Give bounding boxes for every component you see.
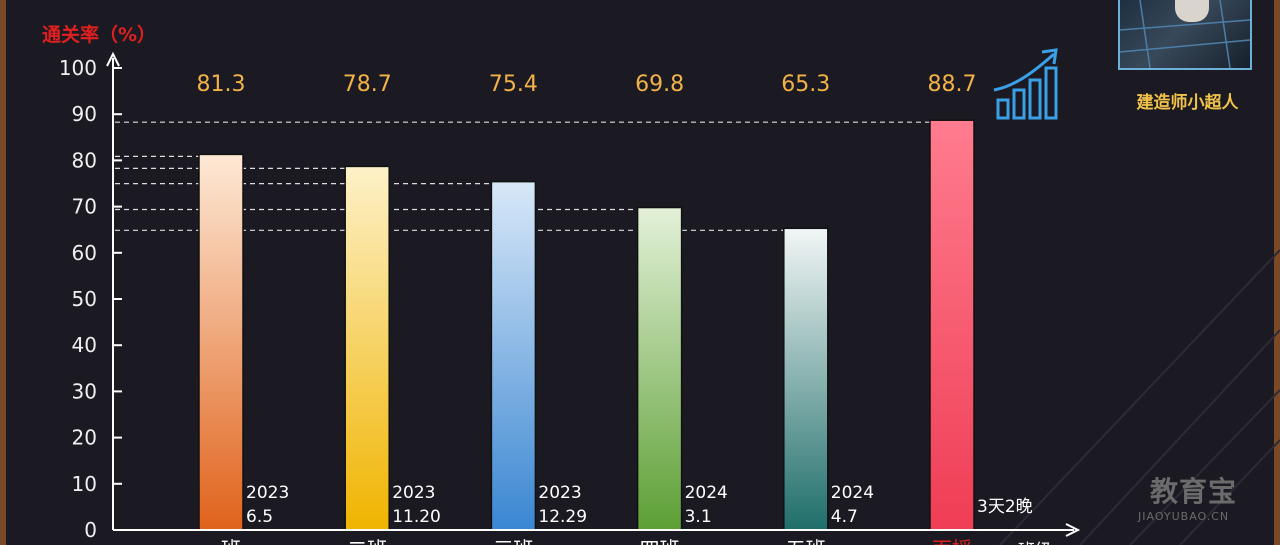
value-label: 81.3 — [197, 72, 246, 97]
date-label: 6.5 — [246, 507, 273, 527]
bar-2 — [344, 165, 390, 531]
date-label: 3天2晚 — [977, 497, 1033, 517]
category-label: 五班 — [786, 537, 826, 545]
y-tick-label: 40 — [72, 333, 97, 357]
watermark-logo: 教育宝 — [1150, 475, 1238, 508]
y-ticks: 0 10 20 30 40 50 60 70 80 90 100 — [59, 56, 122, 542]
bar-1 — [198, 153, 244, 531]
bar-6 — [929, 119, 975, 531]
value-label: 69.8 — [635, 72, 684, 97]
value-label: 78.7 — [343, 72, 392, 97]
bar-4 — [636, 206, 683, 531]
category-label: 四班 — [640, 537, 680, 545]
x-axis-arrow — [1065, 523, 1081, 537]
date-labels: 2023 6.5 2023 11.20 2023 12.29 2024 3.1 2024 4.7 3… — [246, 483, 1033, 527]
y-tick-label: 20 — [72, 426, 97, 450]
date-label: 2024 — [831, 483, 874, 503]
presenter-figure — [1175, 0, 1209, 22]
value-label: 88.7 — [928, 72, 977, 97]
date-label: 4.7 — [831, 507, 858, 527]
y-tick-label: 10 — [72, 472, 97, 496]
y-tick-label: 70 — [72, 195, 97, 219]
date-label: 3.1 — [685, 507, 712, 527]
date-label: 2023 — [538, 483, 581, 503]
category-label: 一班 — [201, 537, 241, 545]
frame-edge-right — [1274, 0, 1280, 545]
bar-chart-trend-icon — [993, 48, 1058, 120]
thumbnail-background — [1120, 0, 1250, 68]
axes — [106, 51, 1081, 537]
brand-name: 建造师小超人 — [1136, 93, 1239, 113]
bar-3 — [490, 180, 537, 531]
frame-edge-left — [0, 0, 6, 545]
bar-5 — [783, 227, 829, 531]
y-tick-label: 50 — [72, 287, 97, 311]
x-axis-label: 班级 — [1018, 541, 1052, 545]
watermark-url: JIAOYUBAO.CN — [1138, 510, 1230, 523]
value-labels: 81.3 78.7 75.4 69.8 65.3 88.7 — [197, 72, 977, 97]
y-axis-label: 通关率（%） — [42, 23, 156, 46]
date-label: 2023 — [246, 483, 289, 503]
category-labels: 一班 二班 三班 四班 五班 面授 — [201, 537, 972, 545]
presenter-video-thumbnail — [1118, 0, 1252, 70]
category-label: 二班 — [347, 537, 387, 545]
category-label: 三班 — [493, 537, 533, 545]
y-tick-label: 60 — [72, 241, 97, 265]
bars — [198, 119, 975, 531]
date-label: 12.29 — [538, 507, 587, 527]
date-label: 2023 — [392, 483, 435, 503]
date-label: 2024 — [685, 483, 728, 503]
y-tick-label: 80 — [72, 148, 97, 172]
y-tick-label: 100 — [59, 56, 97, 80]
y-axis-arrow — [106, 51, 120, 67]
y-tick-label: 0 — [84, 518, 97, 542]
y-tick-label: 90 — [72, 102, 97, 126]
category-label: 面授 — [932, 537, 972, 545]
y-tick-label: 30 — [72, 379, 97, 403]
value-label: 75.4 — [489, 72, 538, 97]
value-label: 65.3 — [781, 72, 830, 97]
date-label: 11.20 — [392, 507, 441, 527]
